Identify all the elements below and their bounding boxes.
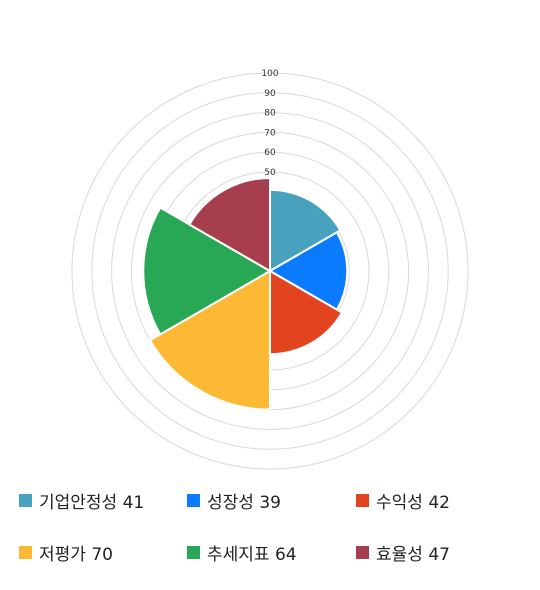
legend-label-4: 저평가 70 xyxy=(39,545,113,565)
tick-label-80: 80 xyxy=(264,109,276,119)
legend-label-3: 수익성 42 xyxy=(376,493,450,513)
tick-label-90: 90 xyxy=(264,89,276,99)
legend-swatch-4 xyxy=(19,546,32,559)
slice-5 xyxy=(142,206,271,336)
legend-swatch-3 xyxy=(356,494,369,507)
legend-swatch-6 xyxy=(356,546,369,559)
legend-item-2: 성장성 39 xyxy=(187,488,281,513)
legend-label-2: 성장성 39 xyxy=(207,493,281,513)
polar-area-chart: 50 60 70 80 90 100 xyxy=(71,69,469,470)
grid-ring-80 xyxy=(111,112,429,430)
tick-label-50: 50 xyxy=(264,168,276,178)
slice-6 xyxy=(188,176,271,272)
tick-label-100: 100 xyxy=(261,69,278,79)
tick-label-70: 70 xyxy=(264,128,276,138)
slice-1 xyxy=(269,188,342,272)
legend-label-5: 추세지표 64 xyxy=(207,545,297,565)
chart-tick-labels: 50 60 70 80 90 100 xyxy=(261,69,278,178)
legend-label-1: 기업안정성 41 xyxy=(39,493,145,513)
legend-label-6: 효율성 47 xyxy=(376,545,450,565)
legend-item-5: 추세지표 64 xyxy=(187,540,297,565)
legend-swatch-5 xyxy=(187,546,200,559)
legend-swatch-1 xyxy=(19,494,32,507)
legend-item-1: 기업안정성 41 xyxy=(19,488,144,513)
legend-item-6: 효율성 47 xyxy=(356,540,450,565)
legend-item-4: 저평가 70 xyxy=(19,540,113,565)
grid-ring-90 xyxy=(91,92,449,450)
chart-slices xyxy=(142,176,349,411)
legend-item-3: 수익성 42 xyxy=(356,488,450,513)
slice-4 xyxy=(148,270,271,411)
slice-3 xyxy=(269,270,344,356)
slice-2 xyxy=(269,231,349,311)
grid-ring-100 xyxy=(71,72,469,470)
legend-swatch-2 xyxy=(187,494,200,507)
tick-label-60: 60 xyxy=(264,148,276,158)
